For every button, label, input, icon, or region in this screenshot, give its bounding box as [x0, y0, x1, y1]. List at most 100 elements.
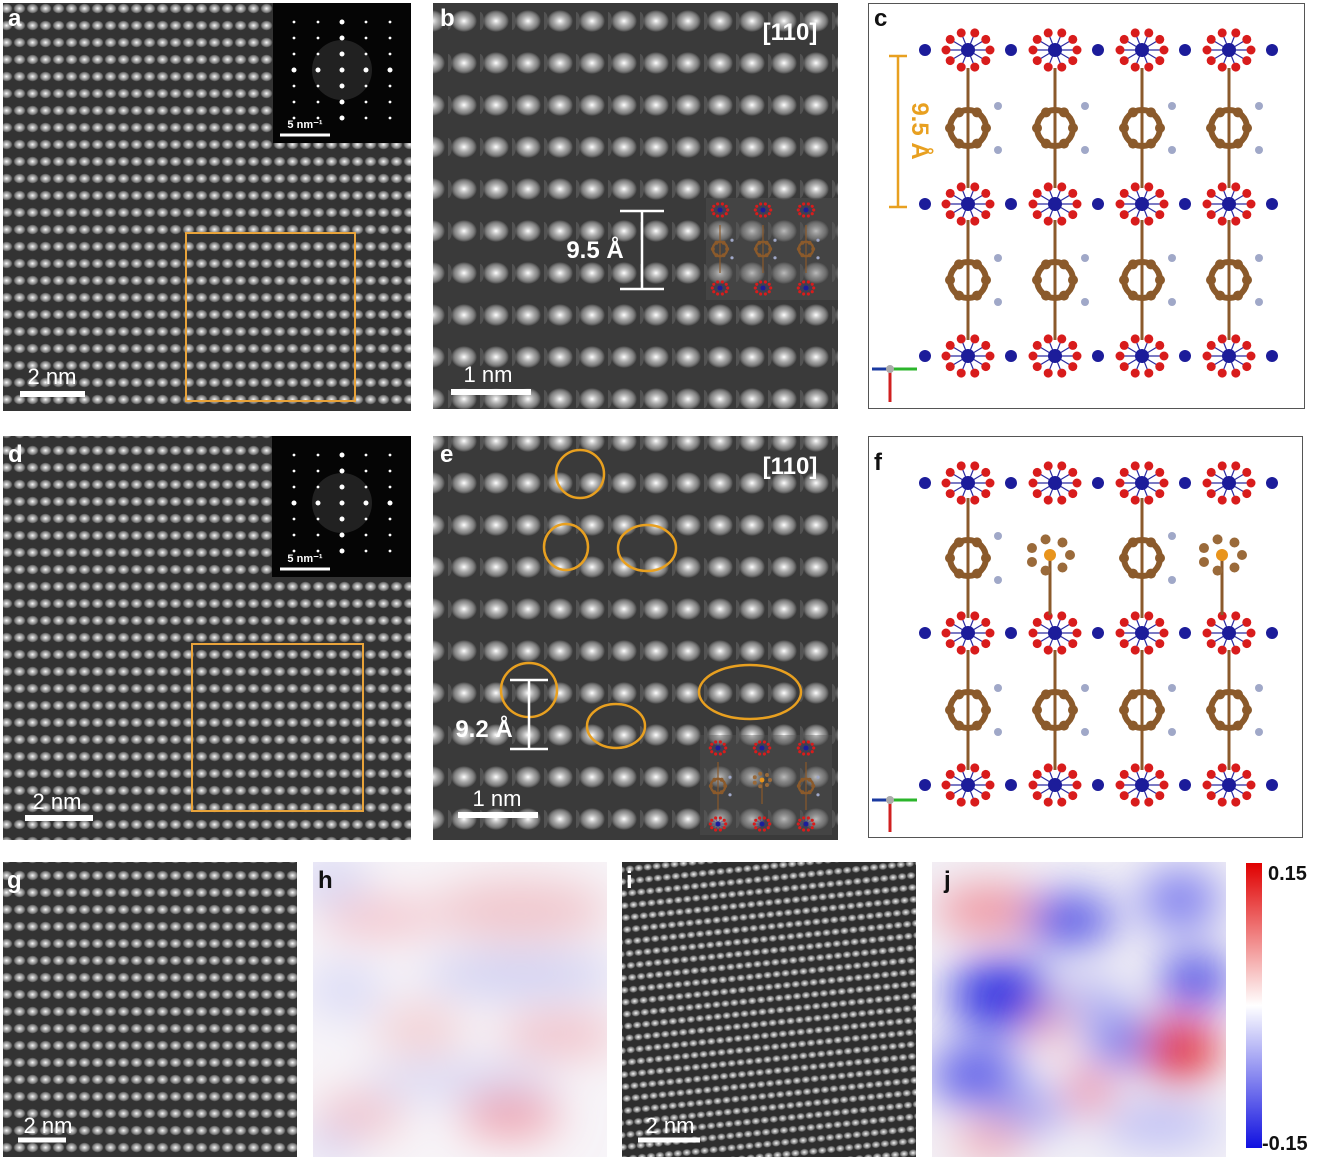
oxygen [1159, 780, 1169, 790]
oxygen [806, 214, 810, 218]
oxygen [766, 742, 770, 746]
carbon [972, 107, 982, 118]
oxygen [1155, 617, 1165, 627]
oxygen [981, 362, 991, 372]
carbon [723, 784, 728, 788]
oxygen [945, 791, 955, 801]
oxygen [718, 752, 722, 756]
carbon [807, 790, 812, 795]
fft-spot [316, 116, 320, 120]
carbon [1128, 537, 1138, 548]
carbon [764, 253, 769, 258]
panel-label: i [626, 867, 633, 894]
carbon [972, 720, 982, 731]
metal [1266, 477, 1278, 489]
fft-spot [387, 500, 393, 506]
metal [1266, 198, 1278, 210]
oxygen [1155, 467, 1165, 477]
carbon [1198, 556, 1209, 567]
oxygen [1043, 368, 1053, 378]
oxygen [714, 816, 718, 820]
hydrogen [994, 298, 1002, 306]
carbon [1041, 720, 1051, 731]
oxygen [1231, 611, 1241, 621]
oxygen [1032, 791, 1042, 801]
oxygen [1242, 769, 1252, 779]
metal [1222, 476, 1236, 490]
hydrogen [994, 728, 1002, 736]
oxygen [1043, 216, 1053, 226]
oxygen [722, 818, 726, 822]
metal [1005, 627, 1017, 639]
carbon [758, 771, 763, 776]
carbon [764, 240, 769, 245]
carbon [1040, 565, 1051, 576]
carbon [1032, 123, 1042, 133]
carbon [1215, 138, 1225, 149]
carbon [768, 247, 773, 251]
oxygen [1217, 645, 1227, 655]
oxygen [1159, 199, 1169, 209]
oxygen [767, 290, 771, 294]
metal [1179, 627, 1191, 639]
fft-spot [291, 500, 297, 506]
carbon [721, 253, 726, 258]
hydrogen [730, 256, 734, 260]
oxygen [1130, 495, 1140, 505]
metal [961, 476, 975, 490]
panel-label: e [440, 441, 453, 468]
oxygen [1144, 461, 1154, 471]
oxygen [712, 290, 716, 294]
oxygen [802, 740, 806, 744]
oxygen [1242, 210, 1252, 220]
panel-label: g [7, 867, 22, 894]
panel-label: d [8, 441, 23, 468]
oxygen [768, 822, 772, 826]
carbon [768, 778, 772, 782]
oxygen [1032, 56, 1042, 66]
oxygen [1057, 368, 1067, 378]
oxygen [1217, 216, 1227, 226]
scale-label: 2 nm [28, 364, 77, 389]
oxygen [758, 816, 762, 820]
carbon [981, 553, 991, 563]
oxygen [1057, 797, 1067, 807]
hydrogen [1168, 684, 1176, 692]
metal [1222, 349, 1236, 363]
fft-spot [292, 549, 296, 553]
metal [715, 821, 721, 827]
oxygen [1202, 199, 1212, 209]
carbon [1215, 720, 1225, 731]
oxygen [1043, 28, 1053, 38]
carbon [1128, 107, 1138, 118]
oxygen [1246, 351, 1256, 361]
hydrogen [994, 146, 1002, 154]
fft-spot [388, 20, 392, 24]
strain-map [313, 862, 607, 1157]
carbon [1059, 290, 1069, 301]
metal [1092, 779, 1104, 791]
metal [1135, 778, 1149, 792]
carbon [954, 107, 964, 118]
oxygen [1115, 780, 1125, 790]
oxygen [753, 208, 757, 212]
carbon [1233, 259, 1243, 270]
oxygen [985, 628, 995, 638]
carbon [954, 689, 964, 700]
panel-label: a [8, 5, 22, 32]
metal [1048, 43, 1062, 57]
fft-spot [364, 52, 368, 56]
oxygen [1119, 769, 1129, 779]
hydrogen [1081, 102, 1089, 110]
oxygen [1144, 495, 1154, 505]
oxygen [1217, 28, 1227, 38]
oxygen [1155, 56, 1165, 66]
oxygen [724, 290, 728, 294]
carbon [811, 247, 816, 251]
fft-spot [388, 469, 392, 473]
carbon [1237, 550, 1247, 560]
metal [803, 207, 809, 213]
oxygen [810, 826, 814, 830]
oxygen [1068, 210, 1078, 220]
